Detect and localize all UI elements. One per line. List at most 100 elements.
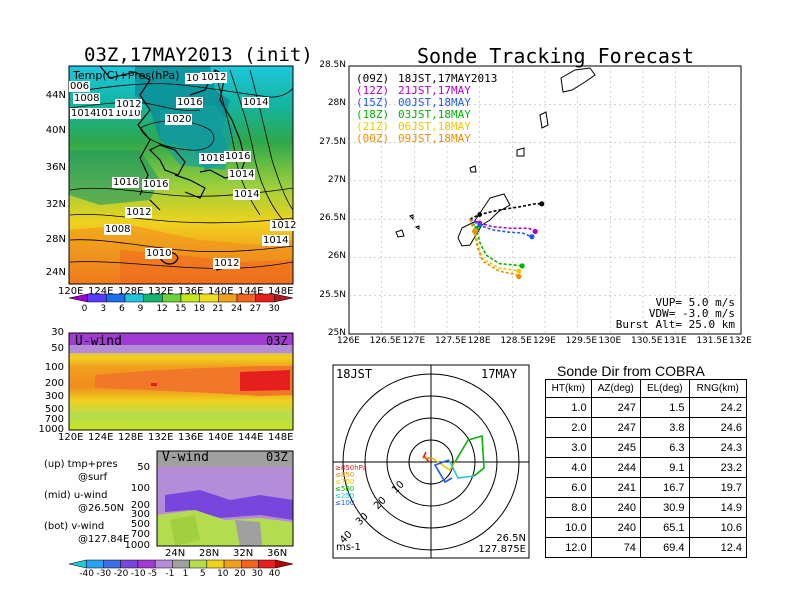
- pressure-tick: 300: [130, 509, 150, 520]
- colorbar-label: 1: [182, 569, 189, 579]
- lon-tick: 136E: [178, 432, 204, 443]
- track-end-point: [516, 268, 522, 274]
- isobar-label: 1014: [185, 73, 213, 84]
- table-cell: 4.0: [545, 457, 592, 478]
- note-mid-level: @26.50N: [78, 503, 125, 514]
- colorbar-label: 12: [156, 304, 168, 314]
- note-up-level: @surf: [78, 472, 108, 483]
- pressure-tick: 100: [44, 362, 64, 373]
- track-line: [469, 218, 533, 238]
- pressure-tick: 300: [44, 391, 64, 402]
- table-cell: 24.6: [688, 417, 748, 438]
- column-header: AZ(deg): [590, 379, 641, 398]
- lon-tick: 131.5E: [696, 336, 728, 346]
- track-end-point: [529, 234, 535, 240]
- pressure-tick: 700: [44, 414, 64, 425]
- colorbar-swatch: [68, 559, 87, 569]
- table-row: 4.0 244 9.1 23.2: [545, 457, 748, 478]
- legend-utc: (18Z): [356, 108, 390, 121]
- table-cell: 9.1: [639, 457, 690, 478]
- lat-tick: 26N: [327, 251, 346, 262]
- pressure-tick: 700: [130, 529, 150, 540]
- ascent-rate: VUP= 5.0 m/s: [655, 296, 735, 309]
- lon-tick: 132E: [148, 432, 174, 443]
- colorbar-swatch: [241, 559, 259, 569]
- column-header: HT(km): [545, 379, 592, 398]
- isobar-label: 1020: [165, 114, 193, 125]
- table-cell: 12.0: [545, 537, 592, 558]
- hodograph-date: 17MAY: [481, 367, 518, 381]
- table-cell: 241: [590, 477, 641, 498]
- colorbar-label: -30: [96, 569, 112, 579]
- isobar-label: 1018: [199, 153, 227, 164]
- hodograph: [332, 364, 530, 559]
- lon-tick: 132E: [729, 336, 752, 346]
- colorbar-swatch: [189, 559, 208, 569]
- table-cell: 65.1: [639, 517, 690, 538]
- pressure-tick: 500: [130, 519, 150, 530]
- temp-colorbar: [68, 293, 294, 303]
- table-cell: 245: [590, 437, 641, 458]
- colorbar-swatch: [137, 559, 156, 569]
- level-legend-item: ≥850hPa: [335, 464, 367, 472]
- track-line: [469, 218, 520, 278]
- v-wind-label: V-wind: [162, 450, 209, 465]
- track-end-point: [519, 263, 525, 269]
- lon-tick: 124E: [88, 432, 114, 443]
- isobar-label: 1010: [114, 108, 142, 119]
- lat-tick: 28.5N: [319, 60, 346, 70]
- isobar-label: 1014: [70, 108, 98, 119]
- table-cell: 10.6: [688, 517, 748, 538]
- lon-tick: 144E: [238, 286, 264, 297]
- isobar-label: 1014: [242, 97, 270, 108]
- colorbar-label: -1: [165, 569, 175, 579]
- track-point: [472, 228, 477, 234]
- legend-utc: (21Z): [356, 120, 390, 133]
- sonde-tracking-map: [348, 65, 742, 335]
- lat-tick: 24N: [165, 548, 186, 559]
- isobar-label: 1014: [262, 235, 290, 246]
- colorbar-label: 24: [231, 304, 243, 314]
- lat-tick: 40N: [45, 125, 66, 136]
- isobar-label: 1016: [112, 177, 140, 188]
- legend-utc: (09Z): [356, 72, 390, 85]
- isobar-label: 1012: [125, 207, 153, 218]
- descent-rate: VDW= -3.0 m/s: [648, 307, 735, 320]
- isobar-label: 1016: [176, 97, 204, 108]
- table-cell: 23.2: [688, 457, 748, 478]
- colorbar-label: 0: [81, 304, 88, 314]
- isobar-label: 1012: [94, 108, 122, 119]
- table-cell: 19.7: [688, 477, 748, 498]
- lon-tick: 128E: [118, 286, 144, 297]
- table-cell: 6.0: [545, 477, 592, 498]
- legend-utc: (00Z): [356, 132, 390, 145]
- note-up: (up) tmp+pres: [44, 459, 118, 470]
- hodograph-lat: 26.5N: [496, 533, 526, 544]
- table-cell: 3.8: [639, 417, 690, 438]
- colorbar-swatch: [103, 559, 121, 569]
- table-cell: 3.0: [545, 437, 592, 458]
- isobar-label: 006: [69, 81, 91, 92]
- u-wind-panel: [68, 332, 294, 431]
- lon-tick: 127E: [402, 336, 426, 346]
- colorbar-swatch: [206, 559, 225, 569]
- burst-altitude: Burst Alt= 25.0 km: [615, 318, 735, 331]
- pressure-tick: 30: [51, 327, 64, 338]
- track-line: [469, 203, 542, 220]
- hodograph-lon: 127.875E: [478, 544, 526, 555]
- v-wind-time: 03Z: [266, 450, 288, 464]
- pressure-tick: 1000: [124, 540, 150, 551]
- level-legend-item: ≤850: [335, 471, 355, 479]
- table-cell: 244: [590, 457, 641, 478]
- lat-tick: 36N: [267, 548, 288, 559]
- colorbar-label: -10: [130, 569, 146, 579]
- table-cell: 6.3: [639, 437, 690, 458]
- table-cell: 247: [590, 397, 641, 418]
- table-row: 12.0 74 69.4 12.4: [545, 537, 748, 558]
- colorbar-swatch: [275, 559, 294, 569]
- track-point: [477, 212, 483, 217]
- table-cell: 14.9: [688, 497, 748, 518]
- table-cell: 69.4: [639, 537, 690, 558]
- isobar-label: 1012: [270, 220, 298, 231]
- track-end-point: [516, 273, 522, 280]
